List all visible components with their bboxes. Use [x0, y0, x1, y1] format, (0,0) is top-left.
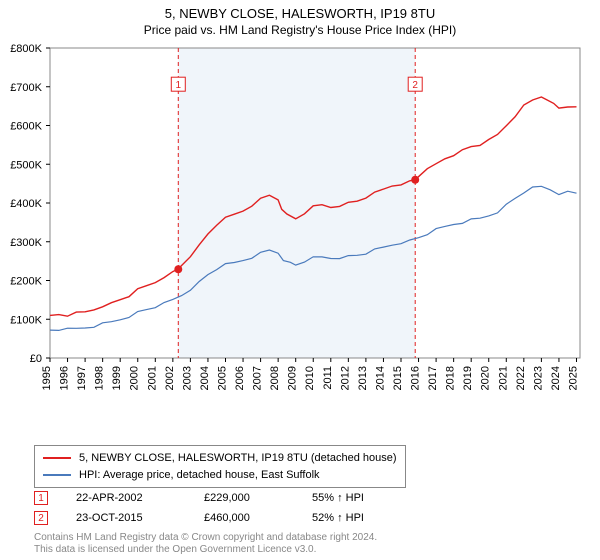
svg-text:2013: 2013: [357, 366, 369, 390]
legend-label: 5, NEWBY CLOSE, HALESWORTH, IP19 8TU (de…: [79, 450, 397, 467]
svg-text:£500K: £500K: [10, 159, 42, 171]
record-row: 1 22-APR-2002 £229,000 55% ↑ HPI: [34, 488, 364, 508]
record-price: £229,000: [204, 492, 284, 504]
chart-plot: £0£100K£200K£300K£400K£500K£600K£700K£80…: [50, 48, 580, 398]
svg-text:£100K: £100K: [10, 314, 42, 326]
record-delta: 52% ↑ HPI: [312, 512, 364, 524]
svg-text:£400K: £400K: [10, 198, 42, 210]
svg-text:1999: 1999: [111, 366, 123, 390]
svg-text:1998: 1998: [94, 366, 106, 390]
svg-text:2006: 2006: [234, 366, 246, 390]
svg-text:2018: 2018: [445, 366, 457, 390]
chart-subtitle: Price paid vs. HM Land Registry's House …: [0, 23, 600, 41]
svg-text:1995: 1995: [41, 366, 53, 390]
svg-text:2020: 2020: [480, 366, 492, 390]
svg-text:2025: 2025: [567, 366, 579, 390]
svg-text:2003: 2003: [181, 366, 193, 390]
record-price: £460,000: [204, 512, 284, 524]
svg-text:2015: 2015: [392, 366, 404, 390]
svg-text:2021: 2021: [497, 366, 509, 390]
legend-swatch: [43, 474, 71, 476]
transaction-records: 1 22-APR-2002 £229,000 55% ↑ HPI 2 23-OCT-201…: [34, 488, 364, 528]
svg-text:£0: £0: [30, 353, 42, 365]
footnote-line: Contains HM Land Registry data © Crown c…: [34, 532, 377, 544]
svg-text:2019: 2019: [462, 366, 474, 390]
svg-text:2007: 2007: [252, 366, 264, 390]
record-marker: 1: [34, 491, 48, 505]
svg-text:2012: 2012: [339, 366, 351, 390]
svg-text:1: 1: [176, 80, 182, 91]
footnote: Contains HM Land Registry data © Crown c…: [34, 532, 377, 556]
svg-text:2001: 2001: [146, 366, 158, 390]
svg-text:2016: 2016: [410, 366, 422, 390]
svg-text:2010: 2010: [304, 366, 316, 390]
svg-text:1996: 1996: [59, 366, 71, 390]
svg-text:2022: 2022: [515, 366, 527, 390]
svg-text:2004: 2004: [199, 366, 211, 390]
svg-text:£800K: £800K: [10, 43, 42, 55]
svg-text:2017: 2017: [427, 366, 439, 390]
svg-text:1997: 1997: [76, 366, 88, 390]
legend-swatch: [43, 457, 71, 459]
svg-text:2008: 2008: [269, 366, 281, 390]
legend-row: 5, NEWBY CLOSE, HALESWORTH, IP19 8TU (de…: [43, 450, 397, 467]
svg-text:2011: 2011: [322, 366, 334, 390]
record-delta: 55% ↑ HPI: [312, 492, 364, 504]
legend: 5, NEWBY CLOSE, HALESWORTH, IP19 8TU (de…: [34, 445, 406, 488]
record-date: 23-OCT-2015: [76, 512, 176, 524]
svg-text:2005: 2005: [216, 366, 228, 390]
chart-title: 5, NEWBY CLOSE, HALESWORTH, IP19 8TU: [0, 0, 600, 23]
record-date: 22-APR-2002: [76, 492, 176, 504]
svg-text:2009: 2009: [287, 366, 299, 390]
svg-text:2002: 2002: [164, 366, 176, 390]
record-marker: 2: [34, 511, 48, 525]
footnote-line: This data is licensed under the Open Gov…: [34, 544, 377, 556]
svg-text:2024: 2024: [550, 366, 562, 390]
chart-container: 5, NEWBY CLOSE, HALESWORTH, IP19 8TU Pri…: [0, 0, 600, 560]
svg-text:2014: 2014: [374, 366, 386, 390]
svg-text:£200K: £200K: [10, 276, 42, 288]
legend-row: HPI: Average price, detached house, East…: [43, 467, 397, 484]
svg-text:2: 2: [412, 80, 418, 91]
record-row: 2 23-OCT-2015 £460,000 52% ↑ HPI: [34, 508, 364, 528]
svg-text:£300K: £300K: [10, 237, 42, 249]
svg-text:2000: 2000: [129, 366, 141, 390]
svg-text:2023: 2023: [532, 366, 544, 390]
legend-label: HPI: Average price, detached house, East…: [79, 467, 320, 484]
svg-text:£600K: £600K: [10, 121, 42, 133]
svg-text:£700K: £700K: [10, 82, 42, 94]
